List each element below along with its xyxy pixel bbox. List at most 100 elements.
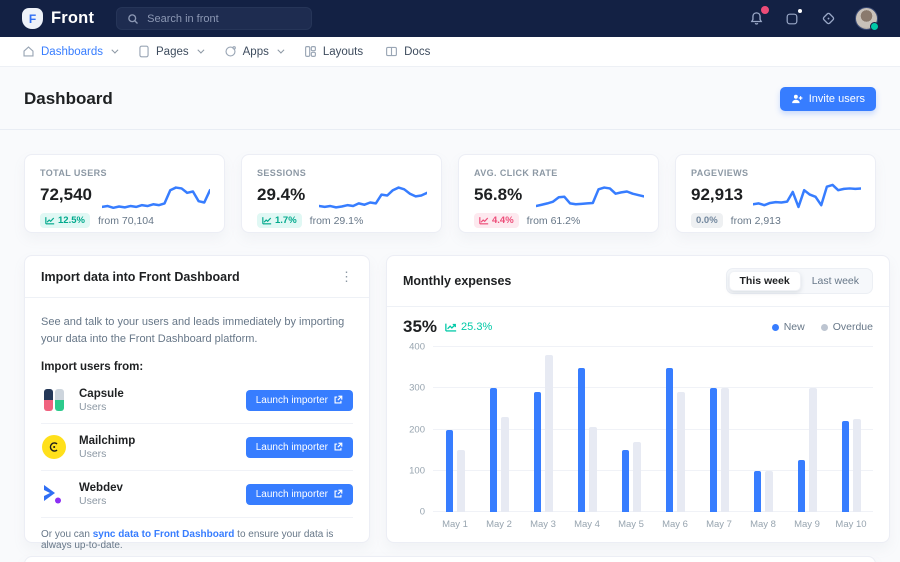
chart-up-icon — [445, 322, 457, 333]
settings-diamond-icon[interactable] — [819, 10, 837, 28]
brand-logo[interactable]: F Front — [22, 8, 94, 29]
launch-importer-button[interactable]: Launch importer — [245, 483, 353, 505]
import-row-mailchimp: Mailchimp Users Launch importer — [41, 424, 353, 471]
bar-overdue[interactable] — [808, 388, 817, 512]
legend-item-new[interactable]: New — [771, 321, 805, 333]
toggle-last-week[interactable]: Last week — [801, 271, 870, 291]
bar-group-may-9[interactable] — [797, 347, 817, 512]
chart-plot-area — [433, 346, 873, 512]
badge-chart-icon — [479, 216, 489, 225]
bar-new[interactable] — [709, 388, 717, 512]
bar-group-may-4[interactable] — [577, 347, 597, 512]
stat-bottom: 12.5% from 70,104 — [40, 213, 209, 228]
bar-overdue[interactable] — [720, 388, 729, 512]
subnav-item-docs[interactable]: Docs — [385, 45, 430, 58]
toggle-this-week[interactable]: This week — [728, 271, 801, 291]
stat-from: from 70,104 — [97, 214, 154, 227]
bar-overdue[interactable] — [588, 427, 597, 512]
stat-label: PAGEVIEWS — [691, 168, 749, 178]
external-link-icon — [333, 395, 343, 405]
global-search[interactable] — [116, 7, 313, 30]
bar-group-may-7[interactable] — [709, 347, 729, 512]
invite-users-button[interactable]: Invite users — [779, 87, 876, 111]
main-cards-row: Import data into Front Dashboard ⋮ See a… — [0, 233, 900, 551]
invite-users-label: Invite users — [808, 93, 865, 105]
y-tick-label: 400 — [409, 341, 425, 353]
x-tick-label: May 3 — [530, 519, 556, 530]
launch-importer-button[interactable]: Launch importer — [245, 389, 353, 411]
bar-overdue[interactable] — [852, 419, 861, 512]
bar-overdue[interactable] — [544, 355, 553, 512]
bar-group-may-2[interactable] — [489, 347, 509, 512]
external-link-icon — [333, 489, 343, 499]
user-avatar[interactable] — [855, 7, 879, 31]
import-row-meta: Capsule Users — [79, 388, 124, 413]
bar-overdue[interactable] — [456, 450, 465, 512]
home-icon — [22, 45, 35, 58]
bar-overdue[interactable] — [676, 392, 685, 512]
bar-overdue[interactable] — [632, 441, 641, 512]
expenses-card-header: Monthly expenses This week Last week — [387, 256, 889, 307]
bar-groups — [433, 347, 873, 512]
import-source-type: Users — [79, 400, 107, 413]
more-options-icon[interactable]: ⋮ — [340, 269, 353, 284]
expenses-summary-row: 35% 25.3% New Overdue — [403, 317, 873, 337]
page-header: Dashboard Invite users — [0, 67, 900, 130]
stat-value: 92,913 — [691, 185, 743, 204]
y-tick-label: 300 — [409, 382, 425, 394]
notifications-bell-icon[interactable] — [747, 5, 769, 28]
subnav-label: Layouts — [322, 45, 364, 58]
bar-new[interactable] — [445, 429, 453, 512]
apps-icon — [224, 45, 237, 58]
bar-group-may-8[interactable] — [753, 347, 773, 512]
bar-group-may-10[interactable] — [841, 347, 861, 512]
subnav-item-pages[interactable]: Pages — [138, 45, 205, 58]
legend-item-overdue[interactable]: Overdue — [820, 321, 873, 333]
bar-overdue[interactable] — [500, 417, 509, 512]
y-tick-label: 0 — [419, 506, 425, 518]
subnav-item-apps[interactable]: Apps — [224, 45, 285, 58]
layouts-icon — [304, 45, 317, 58]
x-tick-label: May 5 — [618, 519, 644, 530]
gridline — [433, 346, 873, 347]
bar-chart: 0 100 200 300 400 — [403, 342, 873, 518]
bar-new[interactable] — [489, 388, 497, 512]
stat-label: AVG. CLICK RATE — [474, 168, 558, 178]
import-card-header: Import data into Front Dashboard ⋮ — [25, 256, 369, 298]
brand-name: Front — [51, 9, 95, 27]
x-tick-label: May 2 — [486, 519, 512, 530]
launch-importer-button[interactable]: Launch importer — [245, 436, 353, 458]
bar-group-may-5[interactable] — [621, 347, 641, 512]
apps-launcher-icon[interactable] — [783, 8, 802, 28]
legend-dot — [820, 323, 828, 331]
stat-badge: 4.4% — [474, 213, 519, 228]
bar-new[interactable] — [577, 367, 585, 512]
gridline — [433, 511, 873, 512]
stat-bottom: 4.4% from 61.2% — [474, 213, 643, 228]
bar-group-may-1[interactable] — [445, 347, 465, 512]
bar-new[interactable] — [841, 421, 849, 512]
bar-group-may-6[interactable] — [665, 347, 685, 512]
sync-data-link[interactable]: sync data to Front Dashboard — [92, 529, 235, 540]
bar-group-may-3[interactable] — [533, 347, 553, 512]
expenses-delta: 25.3% — [445, 321, 492, 333]
bar-new[interactable] — [665, 367, 673, 512]
chart-legend: New Overdue — [771, 321, 873, 333]
stat-badge: 12.5% — [40, 213, 90, 228]
subnav-item-dashboards[interactable]: Dashboards — [22, 45, 119, 58]
x-tick-label: May 8 — [750, 519, 776, 530]
bar-new[interactable] — [797, 460, 805, 512]
bar-new[interactable] — [753, 470, 761, 512]
search-input[interactable] — [147, 12, 288, 25]
y-tick-label: 200 — [409, 424, 425, 435]
docs-icon — [385, 45, 398, 58]
stat-card-sessions: SESSIONS 29.4% 1.7% from 29.1% — [241, 154, 442, 233]
import-card-body: See and talk to your users and leads imm… — [25, 298, 369, 561]
bar-new[interactable] — [533, 392, 541, 512]
bar-new[interactable] — [621, 450, 629, 512]
bar-overdue[interactable] — [764, 470, 773, 512]
import-card-title: Import data into Front Dashboard — [41, 269, 240, 284]
chart-y-axis: 0 100 200 300 400 — [403, 342, 433, 518]
subnav-item-layouts[interactable]: Layouts — [304, 45, 363, 58]
stat-label: SESSIONS — [257, 168, 307, 178]
